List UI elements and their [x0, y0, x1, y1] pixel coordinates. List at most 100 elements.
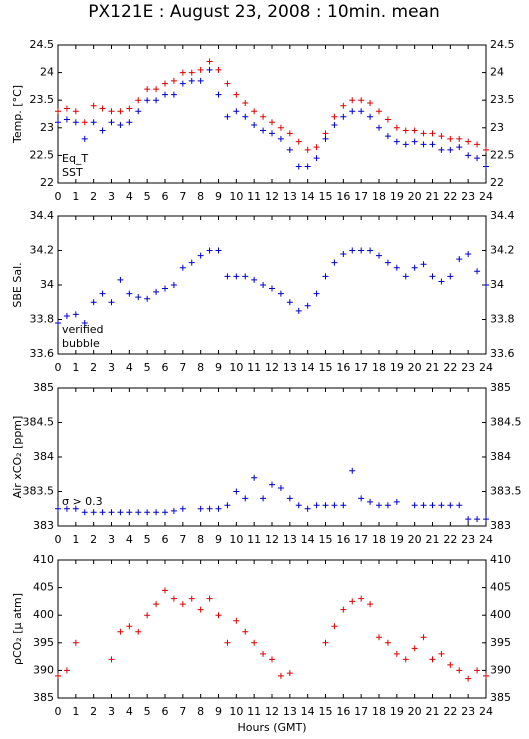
data-point — [465, 516, 472, 523]
data-point — [393, 650, 400, 657]
data-point — [260, 495, 267, 502]
data-point — [108, 509, 115, 516]
y-tick-label: 34 — [490, 278, 504, 291]
x-tick-label: 20 — [408, 361, 422, 374]
data-point — [340, 102, 347, 109]
data-point — [135, 108, 142, 115]
data-point — [72, 639, 79, 646]
data-point — [117, 122, 124, 129]
data-point — [402, 656, 409, 663]
data-point — [420, 502, 427, 509]
data-point — [99, 290, 106, 297]
data-point — [411, 502, 418, 509]
x-tick-label: 10 — [229, 533, 243, 546]
x-tick-label: 9 — [215, 361, 222, 374]
y-tick-label: 33.8 — [490, 313, 515, 326]
x-tick-label: 8 — [197, 361, 204, 374]
data-point — [411, 645, 418, 652]
data-point — [393, 124, 400, 131]
x-tick-label: 3 — [108, 533, 115, 546]
x-tick-label: 17 — [354, 533, 368, 546]
data-point — [206, 595, 213, 602]
data-point — [81, 319, 88, 326]
data-point — [277, 672, 284, 679]
x-tick-label: 2 — [90, 190, 97, 203]
data-point — [286, 130, 293, 137]
x-tick-label: 4 — [126, 705, 133, 718]
data-point — [420, 634, 427, 641]
y-tick-label: 34.4 — [490, 209, 515, 222]
legend-entry: verified — [62, 323, 104, 336]
data-point — [447, 146, 454, 153]
x-tick-label: 8 — [197, 533, 204, 546]
data-point — [197, 77, 204, 84]
data-point — [269, 130, 275, 137]
x-tick-label: 11 — [247, 705, 261, 718]
data-point — [429, 130, 436, 137]
y-tick-label: 24.5 — [30, 38, 55, 51]
data-point — [117, 108, 124, 115]
x-tick-label: 10 — [229, 190, 243, 203]
data-point — [465, 675, 472, 682]
y-tick-label: 24.5 — [490, 38, 515, 51]
x-tick-label: 0 — [55, 533, 62, 546]
y-tick-label: 395 — [33, 636, 54, 649]
y-tick-label: 390 — [490, 663, 511, 676]
data-point — [420, 261, 427, 268]
data-point — [456, 144, 463, 151]
y-tick-label: 22.5 — [490, 148, 515, 161]
x-tick-label: 14 — [301, 705, 315, 718]
x-tick-label: 19 — [390, 533, 404, 546]
x-tick-label: 7 — [179, 361, 186, 374]
data-point — [465, 138, 472, 145]
data-point — [126, 105, 133, 112]
x-tick-label: 19 — [390, 705, 404, 718]
data-point — [63, 105, 70, 112]
data-point — [367, 99, 374, 106]
x-tick-label: 19 — [390, 361, 404, 374]
data-point — [376, 124, 382, 131]
y-tick-label: 405 — [490, 581, 511, 594]
data-point — [376, 252, 382, 259]
data-point — [135, 97, 142, 104]
data-point — [233, 108, 240, 115]
data-point — [295, 138, 302, 145]
data-point — [144, 97, 151, 104]
data-point — [402, 141, 409, 148]
x-tick-label: 21 — [426, 705, 440, 718]
data-point — [304, 163, 311, 170]
data-point — [376, 634, 382, 641]
data-point — [269, 119, 275, 126]
data-point — [295, 502, 302, 509]
y-tick-label: 22 — [490, 176, 504, 189]
y-tick-label: 384.5 — [490, 416, 522, 429]
data-point — [349, 97, 356, 104]
x-tick-label: 1 — [72, 190, 79, 203]
x-tick-label: 8 — [197, 190, 204, 203]
data-point — [251, 276, 258, 283]
data-point — [367, 498, 374, 505]
x-tick-label: 0 — [55, 361, 62, 374]
data-point — [429, 141, 436, 148]
y-tick-label: 384 — [490, 450, 511, 463]
data-point — [322, 502, 329, 509]
x-tick-label: 14 — [301, 533, 315, 546]
data-point — [376, 502, 382, 509]
x-tick-label: 23 — [461, 190, 475, 203]
data-point — [447, 135, 454, 142]
x-tick-label: 22 — [443, 533, 457, 546]
data-point — [108, 299, 115, 306]
y-tick-label: 385 — [33, 691, 54, 704]
data-point — [144, 509, 151, 516]
data-point — [215, 91, 222, 98]
x-tick-label: 10 — [229, 705, 243, 718]
data-point — [153, 509, 160, 516]
legend-entry: Eq_T — [62, 152, 88, 165]
data-point — [286, 146, 293, 153]
data-point — [126, 119, 133, 126]
y-tick-label: 33.8 — [30, 313, 55, 326]
y-tick-label: 23.5 — [490, 93, 515, 106]
x-tick-label: 20 — [408, 190, 422, 203]
x-tick-label: 0 — [55, 705, 62, 718]
